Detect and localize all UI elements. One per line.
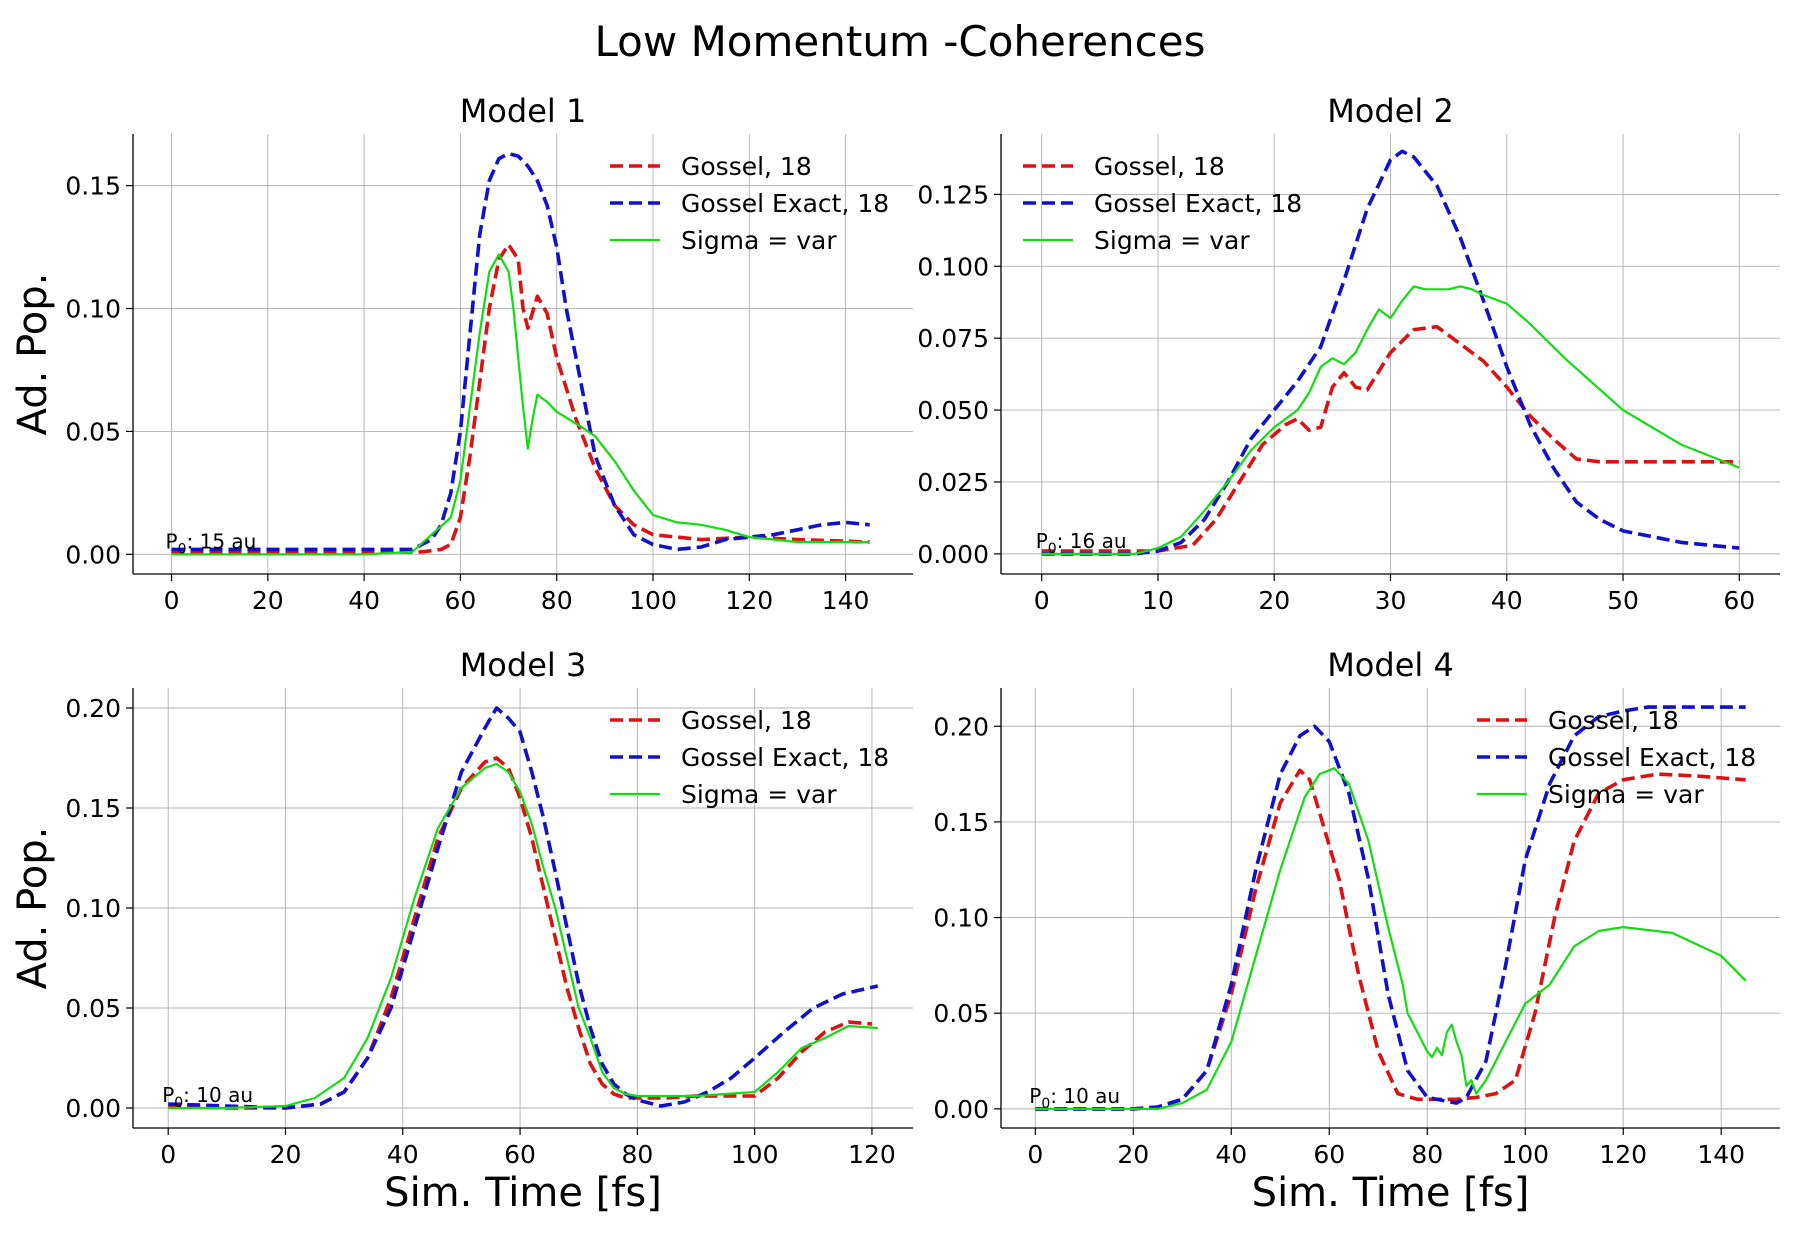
legend-label: Gossel, 18	[1094, 152, 1225, 181]
legend-label: Gossel Exact, 18	[681, 743, 889, 772]
legend: Gossel, 18 Gossel Exact, 18 Sigma = var	[1477, 706, 1756, 809]
subplot-2: 0 10 20 30 40 50 60 0.000 0.025 0.050 0.075 0.100 0.…	[917, 92, 1780, 615]
y-tick-label: 0.00	[933, 1095, 989, 1124]
x-tick-label: 120	[1599, 1140, 1647, 1169]
series-line-3	[1035, 767, 1747, 1111]
x-tick-label: 80	[621, 1140, 653, 1169]
momentum-annotation: P0: 10 au	[1029, 1084, 1120, 1112]
x-axis-label: Sim. Time [fs]	[384, 1170, 662, 1216]
subplot-title: Model 2	[1327, 92, 1454, 130]
y-tick-label: 0.10	[933, 904, 989, 933]
y-tick-label: 0.15	[65, 794, 121, 823]
y-tick-label: 0.100	[917, 252, 989, 281]
momentum-annotation: P0: 10 au	[162, 1083, 253, 1111]
legend: Gossel, 18 Gossel Exact, 18 Sigma = var	[610, 152, 889, 255]
subplot-1: 0 20 40 60 80 100 120 140 0.00 0.05 0.10 0.15 Model …	[10, 92, 913, 615]
x-tick-label: 60	[1313, 1140, 1345, 1169]
series-line-3	[171, 253, 870, 556]
y-axis-label: Ad. Pop.	[10, 827, 56, 990]
series-line-3	[168, 762, 878, 1110]
y-tick-label: 0.15	[933, 808, 989, 837]
legend-label: Sigma = var	[1094, 226, 1250, 255]
series-line-2	[168, 706, 879, 1110]
x-tick-label: 60	[504, 1140, 536, 1169]
x-tick-label: 0	[164, 586, 180, 615]
legend-label: Sigma = var	[681, 226, 837, 255]
x-tick-label: 120	[725, 586, 773, 615]
x-tick-label: 30	[1375, 586, 1407, 615]
subplot-title: Model 3	[460, 646, 587, 684]
series-line-1	[168, 756, 873, 1110]
x-tick-label: 10	[1142, 586, 1174, 615]
x-tick-label: 40	[1215, 1140, 1247, 1169]
x-tick-label: 20	[270, 1140, 302, 1169]
subplot-grid: 0 20 40 60 80 100 120 1400.000.050.100.15Model …	[10, 92, 1780, 1216]
series-line-2	[1041, 149, 1740, 556]
subplot-4: 0 20 40 60 80 100 120 140 0.00 0.05 0.10 0.15 0.20 Mo…	[933, 646, 1780, 1216]
x-tick-label: 100	[629, 586, 677, 615]
y-tick-label: 0.05	[933, 999, 989, 1028]
y-axis-label: Ad. Pop.	[10, 273, 56, 436]
legend-label: Sigma = var	[1548, 780, 1704, 809]
x-tick-label: 20	[252, 586, 284, 615]
legend-label: Gossel Exact, 18	[1094, 189, 1302, 218]
x-tick-label: 20	[1117, 1140, 1149, 1169]
y-tick-label: 0.050	[917, 396, 989, 425]
series-line-3	[1041, 285, 1740, 556]
legend-label: Gossel Exact, 18	[681, 189, 889, 218]
x-tick-label: 20	[1258, 586, 1290, 615]
momentum-annotation: P0: 15 au	[166, 529, 257, 557]
momentum-annotation: P0: 16 au	[1036, 529, 1127, 557]
series-line-1	[171, 242, 870, 554]
y-tick-label: 0.20	[65, 694, 121, 723]
y-tick-label: 0.10	[65, 295, 121, 324]
series-line-1	[1041, 324, 1740, 553]
legend-label: Gossel Exact, 18	[1548, 743, 1756, 772]
subplot-title: Model 1	[460, 92, 587, 130]
series-line-2	[1035, 705, 1746, 1111]
x-tick-label: 60	[445, 586, 477, 615]
x-tick-label: 80	[1411, 1140, 1443, 1169]
x-tick-label: 120	[848, 1140, 896, 1169]
x-tick-label: 60	[1723, 586, 1755, 615]
legend-label: Gossel, 18	[1548, 706, 1679, 735]
y-tick-label: 0.05	[65, 994, 121, 1023]
y-tick-label: 0.15	[65, 172, 121, 201]
y-tick-label: 0.00	[65, 540, 121, 569]
series-line-2	[171, 151, 870, 552]
y-tick-label: 0.10	[65, 894, 121, 923]
subplot-title: Model 4	[1327, 646, 1454, 684]
x-tick-label: 140	[822, 586, 870, 615]
legend: Gossel, 18 Gossel Exact, 18 Sigma = var	[610, 706, 889, 809]
legend-label: Gossel, 18	[681, 152, 812, 181]
y-tick-label: 0.20	[933, 712, 989, 741]
x-tick-label: 140	[1697, 1140, 1745, 1169]
legend-label: Sigma = var	[681, 780, 837, 809]
legend: Gossel, 18 Gossel Exact, 18 Sigma = var	[1023, 152, 1302, 255]
figure-suptitle: Low Momentum -Coherences	[595, 17, 1206, 66]
y-tick-label: 0.075	[917, 324, 989, 353]
x-tick-label: 100	[1501, 1140, 1549, 1169]
x-tick-label: 40	[348, 586, 380, 615]
x-tick-label: 40	[1491, 586, 1523, 615]
x-tick-label: 80	[541, 586, 573, 615]
x-tick-label: 40	[387, 1140, 419, 1169]
y-tick-label: 0.05	[65, 417, 121, 446]
y-tick-label: 0.025	[917, 468, 989, 497]
x-tick-label: 0	[160, 1140, 176, 1169]
subplot-3: 0 20 40 60 80 100 120 0.00 0.05 0.10 0.15 0.20 Model…	[10, 646, 913, 1216]
x-tick-label: 0	[1027, 1140, 1043, 1169]
x-tick-label: 100	[731, 1140, 779, 1169]
y-tick-label: 0.000	[917, 540, 989, 569]
x-tick-label: 50	[1607, 586, 1639, 615]
y-tick-label: 0.00	[65, 1094, 121, 1123]
y-tick-label: 0.125	[917, 180, 989, 209]
x-tick-label: 0	[1034, 586, 1050, 615]
legend-label: Gossel, 18	[681, 706, 812, 735]
x-axis-label: Sim. Time [fs]	[1252, 1170, 1530, 1216]
